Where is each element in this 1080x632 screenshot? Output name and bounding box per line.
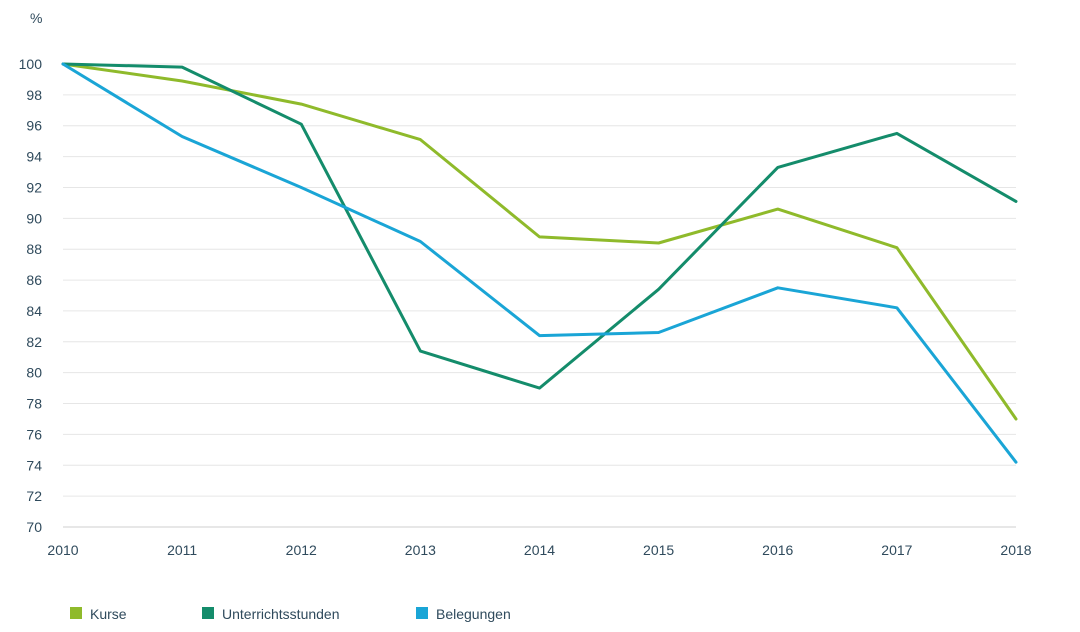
y-tick-label: 88 <box>26 241 42 257</box>
y-tick-label: 76 <box>26 426 42 442</box>
x-tick-label: 2010 <box>47 542 78 558</box>
y-tick-label: 96 <box>26 118 42 134</box>
legend-label: Belegungen <box>436 606 511 622</box>
x-tick-label: 2011 <box>167 542 197 558</box>
series-line-belegungen <box>61 62 1018 464</box>
legend-label: Unterrichtsstunden <box>222 606 340 622</box>
series-line-kurse <box>61 62 1018 421</box>
legend-item-unterrichtsstunden: Unterrichtsstunden <box>202 606 340 622</box>
legend-item-belegungen: Belegungen <box>416 606 511 622</box>
y-tick-label: 78 <box>26 396 42 412</box>
legend-label: Kurse <box>90 606 127 622</box>
legend: Kurse Unterrichtsstunden Belegungen <box>70 606 511 622</box>
x-tick-label: 2015 <box>643 542 674 558</box>
y-axis-ticks: 70 72 74 76 78 80 82 84 86 88 90 92 94 96 98 100 <box>19 56 43 535</box>
y-tick-label: 92 <box>26 179 42 195</box>
x-tick-label: 2018 <box>1000 542 1031 558</box>
legend-swatch <box>70 607 82 619</box>
x-axis-ticks: 2010 2011 2012 2013 2014 2015 2016 2017 2018 <box>47 542 1031 558</box>
legend-swatch <box>416 607 428 619</box>
series-lines <box>61 62 1018 464</box>
y-tick-label: 86 <box>26 272 42 288</box>
y-tick-label: 82 <box>26 334 42 350</box>
series-line-unterrichtsstunden <box>61 62 1018 390</box>
y-tick-label: 98 <box>26 87 42 103</box>
legend-swatch <box>202 607 214 619</box>
x-tick-label: 2016 <box>762 542 793 558</box>
y-tick-label: 72 <box>26 488 42 504</box>
x-tick-label: 2017 <box>881 542 912 558</box>
x-tick-label: 2014 <box>524 542 555 558</box>
y-tick-label: 94 <box>26 149 42 165</box>
y-tick-label: 90 <box>26 210 42 226</box>
legend-item-kurse: Kurse <box>70 606 127 622</box>
y-tick-label: 84 <box>26 303 42 319</box>
gridlines <box>63 63 1016 528</box>
y-tick-label: 70 <box>26 519 42 535</box>
y-unit-label: % <box>30 10 42 26</box>
y-tick-label: 100 <box>19 56 43 72</box>
y-tick-label: 74 <box>26 457 42 473</box>
x-tick-label: 2013 <box>405 542 436 558</box>
x-tick-label: 2012 <box>286 542 317 558</box>
y-tick-label: 80 <box>26 365 42 381</box>
